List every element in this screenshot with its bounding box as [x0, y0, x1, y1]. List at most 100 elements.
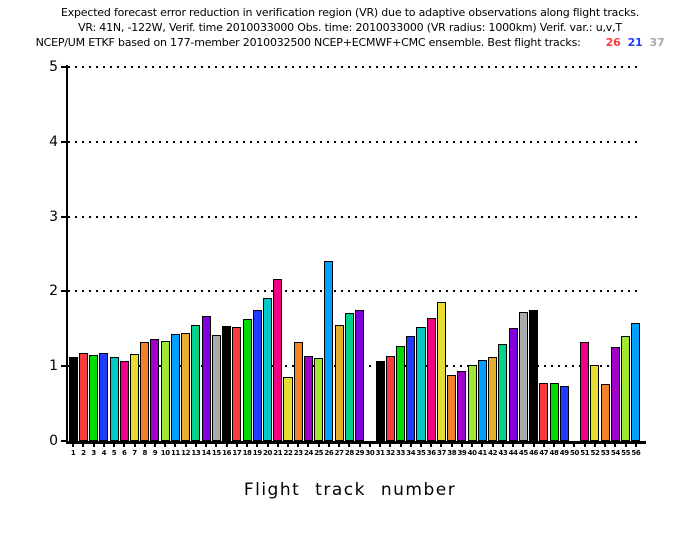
x-axis-tick-label: 45	[518, 449, 528, 457]
bar-track-6	[119, 360, 129, 441]
bar-track-45	[518, 312, 528, 441]
bar-track-38	[447, 375, 457, 441]
bar-track-53	[600, 384, 610, 441]
x-axis-tick-label: 17	[232, 449, 242, 457]
bar-track-22	[283, 377, 293, 441]
x-axis-tick	[553, 444, 556, 447]
x-axis-tick-label: 56	[631, 449, 641, 457]
bar-track-27	[334, 325, 344, 441]
gridline	[68, 215, 638, 218]
bar-track-34	[406, 336, 416, 441]
x-axis-tick	[256, 444, 259, 447]
x-axis-tick-label: 54	[610, 449, 620, 457]
x-axis-tick	[102, 444, 105, 447]
x-axis-tick-label: 26	[324, 449, 334, 457]
bar-track-28	[344, 313, 354, 441]
x-axis-tick	[92, 444, 95, 447]
bar-track-25	[314, 357, 324, 441]
bar-track-18	[242, 319, 252, 441]
x-axis-tick	[542, 444, 545, 447]
x-axis-tick	[133, 444, 136, 447]
x-axis-tick	[379, 444, 382, 447]
x-axis-line	[66, 441, 646, 444]
bar-track-14	[201, 316, 211, 441]
x-axis-tick	[266, 444, 269, 447]
x-axis-tick-label: 34	[406, 449, 416, 457]
x-axis-tick	[440, 444, 443, 447]
best-track-number: 21	[627, 36, 643, 49]
x-axis-tick-label: 37	[436, 449, 446, 457]
x-axis-tick	[174, 444, 177, 447]
x-axis-tick	[368, 444, 371, 447]
x-axis-tick-label: 39	[457, 449, 467, 457]
x-axis-tick-label: 25	[314, 449, 324, 457]
x-axis-tick-label: 9	[152, 449, 158, 457]
x-axis-tick-label: 53	[600, 449, 610, 457]
x-axis-tick-label: 2	[81, 449, 86, 457]
y-axis-tick-label: 5	[49, 59, 58, 75]
y-axis-tick-label: 0	[49, 433, 58, 449]
x-axis-tick-label: 29	[355, 449, 365, 457]
x-axis-tick	[450, 444, 453, 447]
x-axis-tick	[573, 444, 576, 447]
x-axis-tick-label: 43	[498, 449, 508, 457]
x-axis-tick	[634, 444, 637, 447]
bar-track-1	[68, 357, 78, 441]
x-axis-tick-label: 47	[539, 449, 549, 457]
bar-track-46	[529, 310, 539, 441]
x-axis-tick-label: 42	[488, 449, 498, 457]
x-axis-tick-label: 41	[477, 449, 487, 457]
x-axis-title: Flight track number	[243, 480, 457, 500]
x-axis-tick	[491, 444, 494, 447]
best-track-number: 26	[605, 36, 621, 49]
x-axis-tick	[113, 444, 116, 447]
bar-track-54	[610, 346, 620, 441]
bar-track-52	[590, 364, 600, 441]
chart-title-line1: Expected forecast error reduction in ver…	[60, 6, 640, 19]
bar-track-5	[109, 357, 119, 441]
gridline	[68, 66, 638, 68]
bar-track-51	[580, 341, 590, 441]
y-axis-tick	[61, 440, 66, 442]
y-axis-tick-label: 4	[49, 133, 58, 150]
x-axis-tick	[399, 444, 402, 447]
x-axis-tick	[563, 444, 566, 447]
x-axis-tick	[512, 444, 515, 447]
x-axis-tick-label: 35	[416, 449, 426, 457]
x-axis-tick	[194, 444, 197, 447]
bar-track-31	[375, 360, 385, 441]
x-axis-tick-label: 28	[344, 449, 354, 457]
x-axis-tick	[276, 444, 279, 447]
bar-track-36	[426, 317, 436, 441]
x-axis-tick-label: 21	[273, 449, 283, 457]
x-axis-tick	[348, 444, 351, 447]
x-axis-tick-label: 20	[263, 449, 272, 457]
bar-track-23	[293, 341, 303, 441]
chart-title-line3: NCEP/UM ETKF based on 177-member 2010032…	[0, 35, 700, 50]
x-axis-tick-label: 19	[252, 449, 262, 457]
bar-track-24	[303, 355, 313, 441]
gridline	[68, 290, 638, 293]
x-axis-tick-label: 52	[590, 449, 600, 457]
x-axis-tick-label: 50	[570, 449, 579, 457]
x-axis-tick	[338, 444, 341, 447]
x-axis-tick-label: 33	[396, 449, 405, 457]
x-axis-tick-label: 10	[160, 449, 170, 457]
x-axis-tick-label: 32	[385, 449, 395, 457]
best-track-number: 37	[649, 36, 665, 49]
x-axis-tick	[72, 444, 75, 447]
x-axis-tick-label: 5	[111, 449, 117, 457]
bar-track-20	[263, 298, 273, 441]
x-axis-tick	[614, 444, 617, 447]
x-axis-tick-label: 13	[191, 449, 201, 457]
x-axis-tick-label: 1	[70, 449, 76, 457]
bar-track-26	[324, 261, 334, 441]
bar-track-19	[252, 310, 262, 441]
x-axis-tick	[389, 444, 392, 447]
bar-track-42	[488, 357, 498, 441]
bar-track-17	[232, 327, 242, 441]
bar-track-13	[191, 325, 201, 441]
x-axis-tick	[501, 444, 504, 447]
bar-track-39	[457, 370, 467, 441]
